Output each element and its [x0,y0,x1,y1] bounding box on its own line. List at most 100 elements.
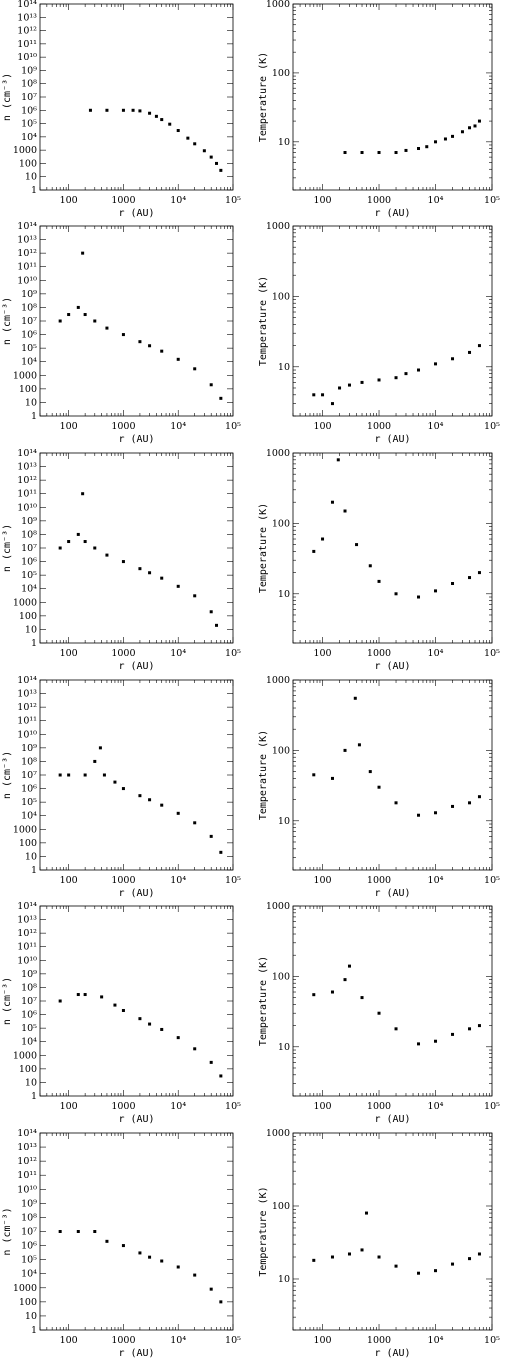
data-point [67,313,71,317]
temperature-panel-row-5: 100 1000 10⁴ 10⁵ 10 100 1000 r (AU) Temperature … [258,901,500,1125]
y-tick-label: 1 [31,1091,37,1102]
y-tick-label: 1000 [266,901,290,912]
data-point [312,993,316,997]
data-point [434,811,438,815]
data-point [138,340,142,344]
data-point [160,576,164,580]
x-tick-label: 10⁵ [484,1335,500,1346]
data-point [100,995,104,999]
data-point [219,1074,223,1078]
data-point [417,147,421,151]
density-panel-row-4: 100 1000 10⁴ 10⁵ 1 10 100 1000 10⁴ 10⁵ 10⁶ 10⁷ 10⁸ 10… [2,675,241,899]
y-tick-label: 10⁷ [21,996,37,1007]
data-point [58,546,62,550]
data-point [468,576,472,580]
y-tick-label: 1000 [13,370,37,381]
y-tick-label: 10 [278,137,290,148]
y-tick-label: 10¹³ [17,12,37,23]
data-point [202,149,206,153]
y-tick-label: 10⁸ [21,1212,37,1223]
data-point [312,549,316,553]
data-point [336,458,340,462]
x-tick-label: 10⁵ [225,875,241,886]
data-point [434,1039,438,1043]
data-point [76,305,80,309]
y-tick-label: 10¹⁰ [17,955,37,966]
y-tick-label: 10¹⁴ [17,1128,37,1139]
data-point [93,319,97,323]
data-point [160,349,164,353]
data-point [368,770,372,774]
y-tick-label: 10¹² [17,475,37,486]
y-tick-label: 10⁹ [21,289,37,300]
data-point [394,376,398,380]
data-point [377,378,381,382]
data-point [193,594,197,598]
data-point [394,592,398,596]
plot-frame [292,225,493,417]
y-tick-label: 10 [278,816,290,827]
y-tick-label: 100 [272,291,290,302]
data-point [176,357,180,361]
plot-frame [39,1132,234,1331]
y-tick-label: 10 [25,397,37,408]
data-point [394,801,398,805]
x-axis-label: r (AU) [374,1114,410,1125]
data-point [377,1255,381,1259]
data-point [321,393,325,397]
y-tick-label: 100 [19,838,37,849]
data-point [176,584,180,588]
data-point [377,579,381,583]
data-point [58,999,62,1003]
x-tick-label: 1000 [111,648,135,659]
data-point [468,350,472,354]
x-tick-label: 100 [313,1101,331,1112]
data-point [58,319,62,323]
data-point [451,804,455,808]
y-axis-label: Temperature (K) [258,956,269,1046]
y-tick-label: 1000 [13,145,37,156]
y-tick-label: 10¹³ [17,462,37,473]
data-point [193,1047,197,1051]
plot-frame [39,905,234,1097]
data-point [83,993,87,997]
data-point [343,978,347,982]
y-tick-label: 1000 [266,675,290,686]
y-tick-label: 10¹² [17,928,37,939]
y-tick-label: 10⁶ [21,330,37,341]
data-point [209,1060,213,1064]
y-tick-label: 10⁴ [21,132,37,143]
data-point [360,151,364,155]
y-tick-label: 10⁷ [21,770,37,781]
density-panel-row-2: 100 1000 10⁴ 10⁵ 1 10 100 1000 10⁴ 10⁵ 10⁶ 10⁷ 10⁸ 10… [2,221,241,445]
y-tick-label: 10¹⁴ [17,901,37,912]
y-tick-label: 100 [19,384,37,395]
data-point [343,748,347,752]
y-axis-label: n (cm⁻³) [2,297,13,345]
data-point [353,696,357,700]
y-tick-label: 100 [19,611,37,622]
y-tick-label: 10¹⁰ [17,1184,37,1195]
data-point [160,803,164,807]
data-point [425,145,429,149]
x-tick-label: 10⁴ [428,421,444,432]
data-point [138,109,142,113]
y-axis-label: Temperature (K) [258,503,269,593]
y-tick-label: 10⁴ [21,1037,37,1048]
y-tick-label: 100 [272,1201,290,1212]
x-axis-label: r (AU) [374,661,410,672]
data-point [394,1027,398,1031]
y-tick-label: 10 [25,851,37,862]
data-point [404,372,408,376]
plot-frame [39,3,234,191]
data-point [443,137,447,141]
data-point [209,1287,213,1291]
y-tick-label: 1000 [266,1128,290,1139]
data-point [138,794,142,798]
x-axis-label: r (AU) [374,1348,410,1359]
y-tick-label: 10⁶ [21,105,37,116]
data-point [377,151,381,155]
data-point [343,151,347,155]
data-point [58,1230,62,1233]
y-tick-label: 10¹⁴ [17,675,37,686]
